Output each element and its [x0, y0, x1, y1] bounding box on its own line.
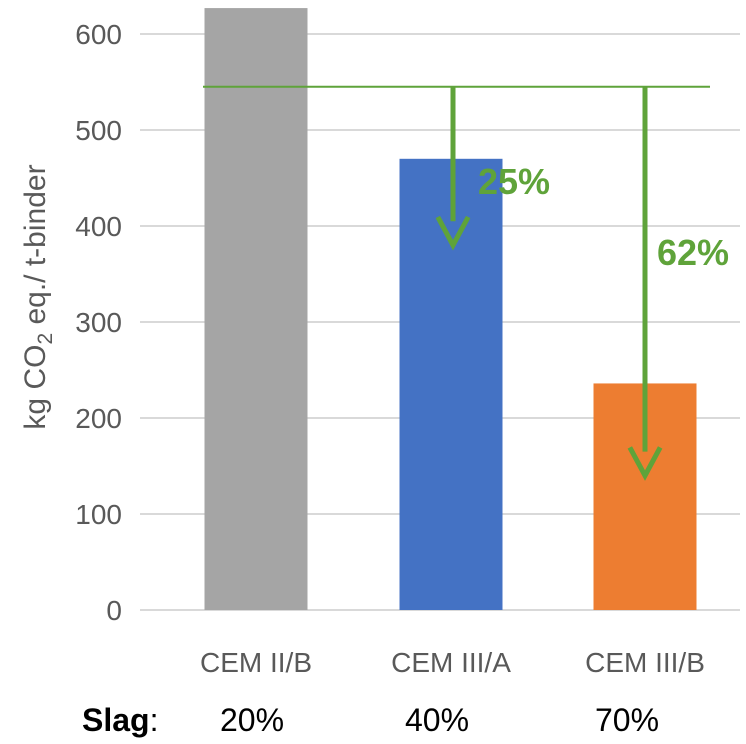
x-category-labels: CEM II/B CEM III/A CEM III/B — [200, 647, 705, 678]
slag-label: Slag — [82, 702, 150, 738]
y-tick-label-200: 200 — [75, 403, 122, 434]
y-axis-label-subscript: 2 — [34, 333, 57, 345]
category-label-1: CEM II/B — [200, 647, 312, 678]
slag-separator: : — [149, 702, 159, 738]
reduction-arrow-head-1 — [435, 215, 471, 251]
y-tick-label-600: 600 — [75, 19, 122, 50]
reduction-label-1: 25% — [478, 161, 550, 202]
category-label-2: CEM III/A — [391, 647, 511, 678]
annotations: 25% 62% — [435, 86, 729, 481]
y-axis-label: kg CO2 eq./ t-binder — [19, 164, 57, 429]
reduction-arrow-head-2 — [627, 446, 663, 481]
y-tick-label-500: 500 — [75, 115, 122, 146]
bars — [204, 8, 697, 611]
bar-1 — [204, 8, 308, 610]
y-tick-label-100: 100 — [75, 499, 122, 530]
slag-row-label: Slag: — [82, 702, 158, 739]
y-axis-label-main: kg CO — [19, 345, 52, 430]
slag-value-3: 70% — [595, 702, 660, 738]
y-tick-label-0: 0 — [106, 595, 122, 626]
y-tick-labels: 0 100 200 300 400 500 600 — [75, 19, 122, 626]
category-label-3: CEM III/B — [585, 647, 705, 678]
slag-value-2: 40% — [405, 702, 470, 738]
bar-2 — [399, 158, 503, 611]
y-tick-label-400: 400 — [75, 211, 122, 242]
y-axis-label-rest: eq./ t-binder — [19, 164, 52, 332]
y-tick-label-300: 300 — [75, 307, 122, 338]
reduction-label-2: 62% — [657, 232, 729, 273]
slag-value-1: 20% — [220, 702, 285, 738]
